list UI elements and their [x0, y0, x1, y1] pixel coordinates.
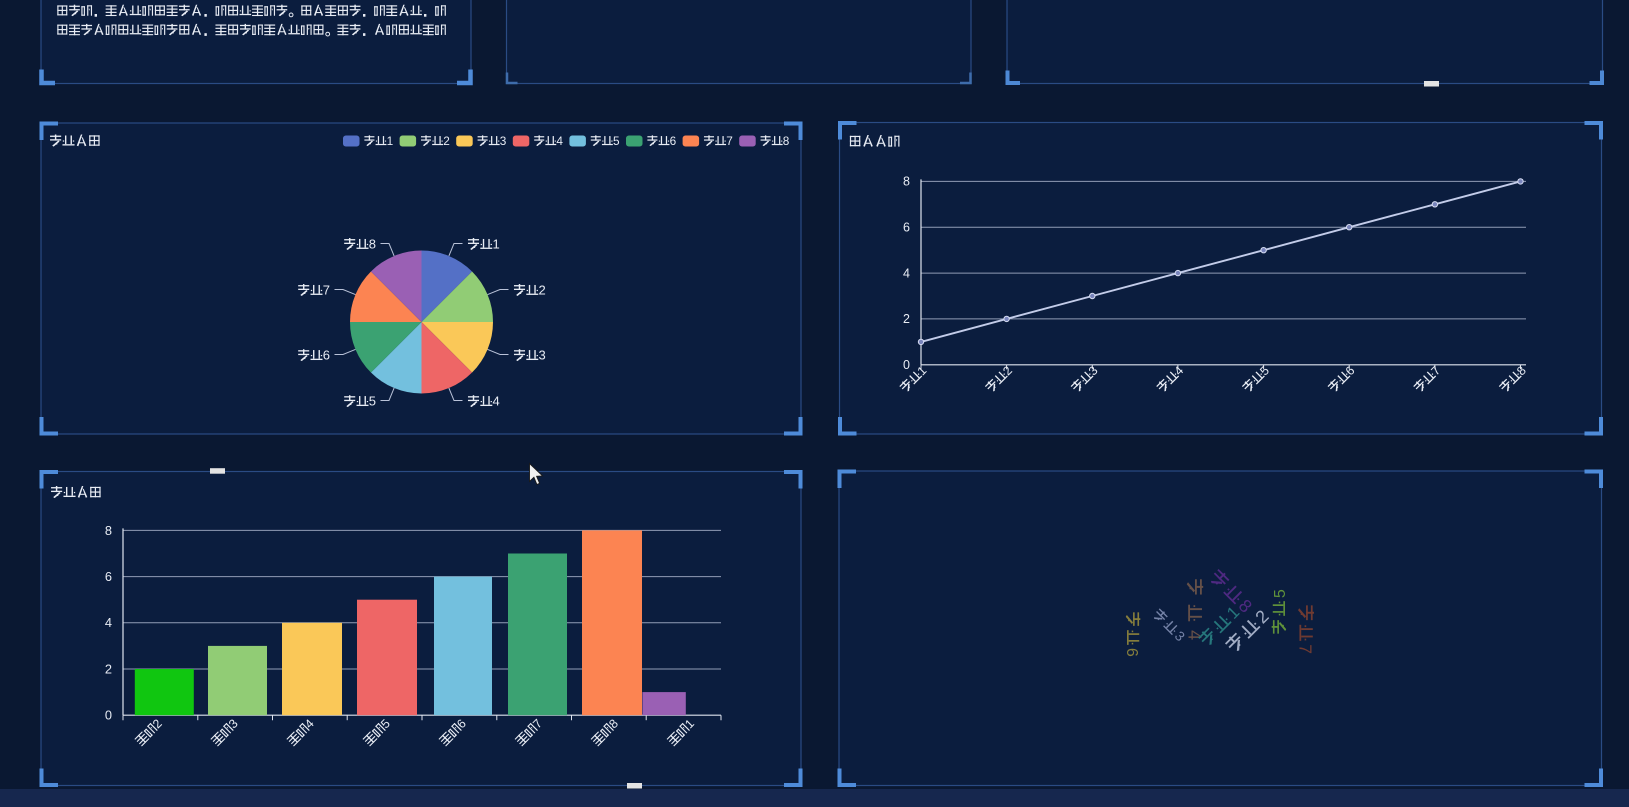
svg-text:8: 8 — [369, 237, 376, 252]
svg-text:4: 4 — [1185, 630, 1205, 640]
svg-text:1: 1 — [387, 134, 394, 148]
svg-text:7: 7 — [323, 283, 330, 298]
svg-text:6: 6 — [670, 134, 677, 148]
svg-text:2: 2 — [105, 661, 112, 676]
svg-text:4: 4 — [105, 615, 112, 630]
svg-text:2: 2 — [443, 134, 450, 148]
svg-text:3: 3 — [500, 134, 507, 148]
svg-text:8: 8 — [105, 523, 112, 538]
svg-text:8: 8 — [783, 134, 790, 148]
svg-text:4: 4 — [556, 134, 563, 148]
svg-text:6: 6 — [903, 221, 910, 235]
svg-text:5: 5 — [613, 134, 620, 148]
svg-text:4: 4 — [493, 394, 500, 409]
svg-text:1: 1 — [493, 237, 500, 252]
svg-text:7: 7 — [1296, 644, 1316, 654]
svg-text:5: 5 — [369, 394, 376, 409]
svg-text:5: 5 — [1272, 589, 1289, 598]
svg-text:2: 2 — [539, 283, 546, 298]
svg-text:6: 6 — [1123, 648, 1140, 657]
svg-text:0: 0 — [105, 708, 112, 723]
svg-text:6: 6 — [323, 348, 330, 363]
svg-text:4: 4 — [903, 266, 910, 280]
svg-text:3: 3 — [539, 348, 546, 363]
svg-text:0: 0 — [903, 358, 910, 372]
svg-text:2: 2 — [903, 312, 910, 326]
svg-text:7: 7 — [726, 134, 733, 148]
svg-text:8: 8 — [903, 175, 910, 189]
svg-text:6: 6 — [105, 569, 112, 584]
